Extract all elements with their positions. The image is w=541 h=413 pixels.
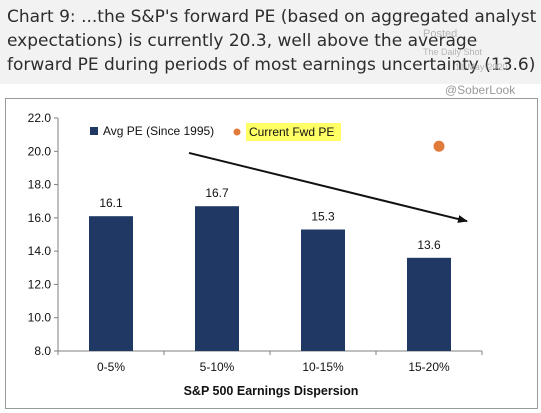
watermark-source: The Daily Shot <box>423 47 483 57</box>
header-panel: Chart 9: ...the S&P's forward PE (based … <box>0 0 541 84</box>
bar-data-label: 13.6 <box>417 238 441 252</box>
x-tick-label: 10-15% <box>302 360 344 374</box>
watermark-handle: @SoberLook <box>445 83 516 97</box>
x-tick-label: 15-20% <box>408 360 450 374</box>
y-tick-label: 22.0 <box>28 111 52 125</box>
x-tick-label: 5-10% <box>200 360 235 374</box>
chart-title: Chart 9: ...the S&P's forward PE (based … <box>7 7 537 75</box>
bar-data-label: 15.3 <box>311 210 335 224</box>
y-tick-label: 18.0 <box>28 178 52 192</box>
y-tick-label: 12.0 <box>28 277 52 291</box>
legend-swatch-avg-pe <box>90 127 98 135</box>
bar-avg-pe <box>89 216 133 351</box>
chart-extras <box>188 140 468 223</box>
bar-avg-pe <box>301 229 345 351</box>
legend: Avg PE (Since 1995) Current Fwd PE <box>90 123 341 141</box>
watermark-date: 11-May-2020 <box>455 62 508 72</box>
bar-data-label: 16.7 <box>205 186 229 200</box>
legend-marker-current-pe <box>233 128 241 136</box>
current-fwd-pe-point <box>433 140 445 152</box>
bar-avg-pe <box>407 257 451 351</box>
x-axis-title: S&P 500 Earnings Dispersion <box>184 384 359 398</box>
trend-arrow <box>188 151 468 223</box>
legend-label-current-pe: Current Fwd PE <box>249 125 334 139</box>
watermark-posted: Posted <box>423 28 458 40</box>
x-tick-label: 0-5% <box>97 360 125 374</box>
data-labels: 16.1 16.7 15.3 13.6 <box>99 186 441 252</box>
y-tick-label: 10.0 <box>28 311 52 325</box>
bar-avg-pe <box>195 206 239 351</box>
legend-highlight <box>246 123 341 141</box>
y-tick-label: 8.0 <box>34 344 51 358</box>
y-tick-label: 14.0 <box>28 244 52 258</box>
legend-label-avg-pe: Avg PE (Since 1995) <box>103 124 214 138</box>
bars <box>89 206 451 351</box>
y-tick-label: 16.0 <box>28 211 52 225</box>
bar-data-label: 16.1 <box>99 196 123 210</box>
y-tick-label: 20.0 <box>28 144 52 158</box>
